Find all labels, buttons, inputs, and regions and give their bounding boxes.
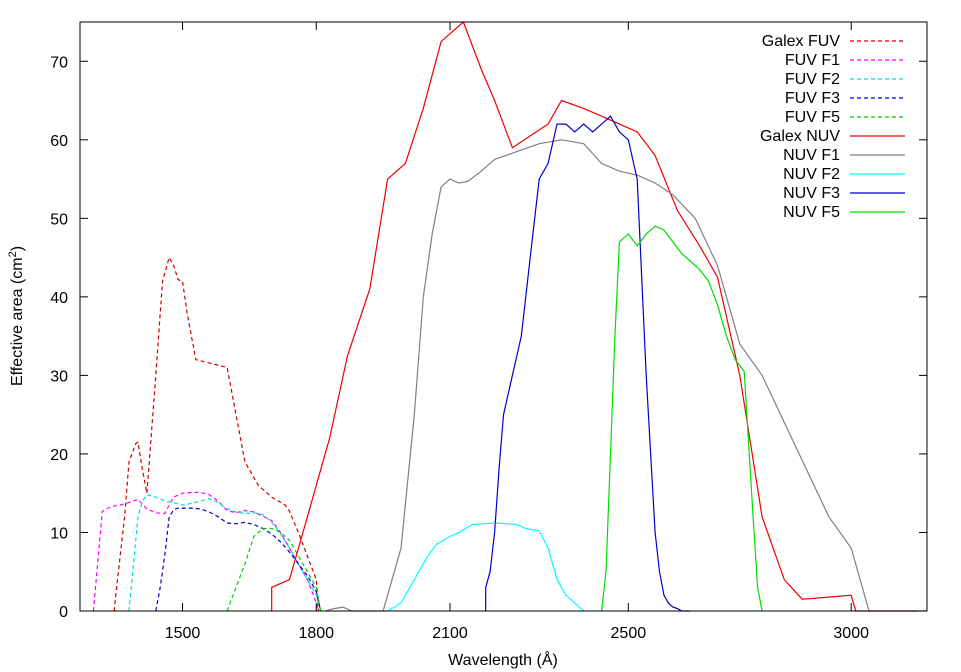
legend-label: FUV F3 [785,90,840,107]
legend-entry-fuv-f3: FUV F3 [785,90,905,107]
y-tick-label: 10 [50,525,68,542]
y-tick-label: 20 [50,447,68,464]
x-axis-label: Wavelength (Å) [448,650,558,669]
legend-entry-galex-nuv: Galex NUV [760,128,905,145]
series-line-galex-nuv [271,20,919,612]
x-tick-label: 2100 [432,625,468,642]
series-line-galex-fuv [113,256,320,612]
x-tick-label: 1800 [298,625,334,642]
x-tick-label: 2500 [611,625,647,642]
y-tick-label: 40 [50,290,68,307]
legend-label: FUV F5 [785,109,840,126]
y-tick-label: 70 [50,54,68,71]
legend-entry-nuv-f5: NUV F5 [783,204,905,221]
x-tick-label: 1500 [165,625,201,642]
axis-ticks [80,22,927,612]
legend-entry-fuv-f1: FUV F1 [785,52,905,69]
legend-label: NUV F5 [783,204,840,221]
series-line-fuv-f1 [92,491,320,612]
y-tick-label: 50 [50,211,68,228]
legend-label: NUV F2 [783,166,840,183]
legend-entry-fuv-f2: FUV F2 [785,71,905,88]
legend-entry-galex-fuv: Galex FUV [762,33,905,50]
legend-entry-fuv-f5: FUV F5 [785,109,905,126]
plot-lines [92,20,927,612]
legend-label: FUV F2 [785,71,840,88]
series-line-fuv-f2 [128,494,322,612]
series-line-fuv-f5 [226,527,322,612]
legend-label: NUV F3 [783,185,840,202]
legend-label: NUV F1 [783,147,840,164]
plot-frame [79,21,928,612]
legend-entry-nuv-f2: NUV F2 [783,166,905,183]
axis-tick-labels: 1500 1800 2100 2500 3000 0 10 20 30 40 50 60 70 [50,54,869,642]
series-line-nuv-f3 [485,115,691,612]
y-tick-label: 60 [50,133,68,150]
y-tick-label: 30 [50,368,68,385]
x-tick-label: 3000 [833,625,869,642]
y-axis-label-superscript: 2 [7,251,19,257]
series-line-nuv-f2 [383,522,585,612]
legend-entry-nuv-f3: NUV F3 [783,185,905,202]
legend: Galex FUV FUV F1 FUV F2 FUV F3 FUV F5 Galex N… [760,33,905,221]
legend-label: Galex NUV [760,128,840,145]
legend-entry-nuv-f1: NUV F1 [783,147,905,164]
y-tick-label: 0 [59,604,68,621]
legend-label: Galex FUV [762,33,841,50]
series-line-fuv-f3 [155,507,322,612]
y-axis-label: Effective area (cm2) [7,246,26,386]
legend-label: FUV F1 [785,52,840,69]
series-line-nuv-f1 [325,139,927,612]
series-line-nuv-f5 [601,225,763,612]
